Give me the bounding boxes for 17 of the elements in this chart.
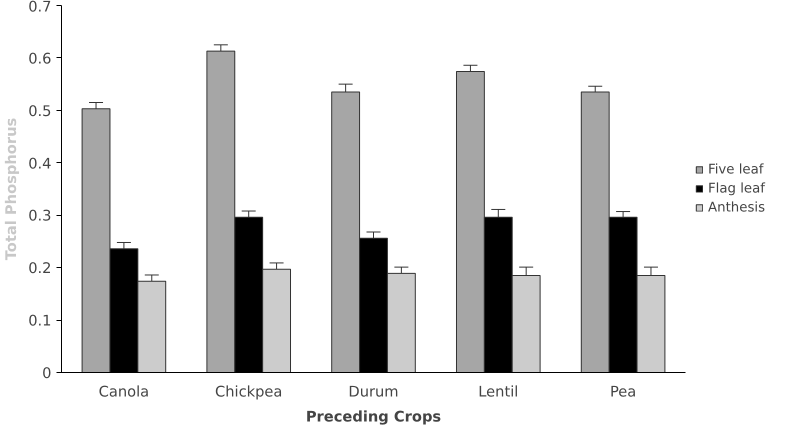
y-tick-label: 0 xyxy=(42,365,52,382)
y-tick-label: 0.1 xyxy=(28,312,52,330)
y-tick-label: 0.7 xyxy=(28,0,52,16)
legend-label: Flag leaf xyxy=(708,181,765,196)
y-tick-label: 0.3 xyxy=(28,208,52,225)
x-tick-label: Pea xyxy=(610,384,636,400)
y-tick-label: 0.5 xyxy=(28,102,52,120)
y-tick-label: 0.4 xyxy=(28,155,52,172)
x-tick-label: Lentil xyxy=(478,384,518,400)
x-tick-label: Canola xyxy=(98,384,150,400)
x-tick-label: Durum xyxy=(348,384,399,400)
y-tick-label: 0.2 xyxy=(28,260,52,278)
y-tick-label: 0.6 xyxy=(28,50,52,68)
x-tick-label: Chickpea xyxy=(214,384,282,400)
x-axis-title: Preceding Crops xyxy=(306,408,442,426)
legend-label: Anthesis xyxy=(708,200,766,215)
legend-label: Five leaf xyxy=(708,162,764,177)
